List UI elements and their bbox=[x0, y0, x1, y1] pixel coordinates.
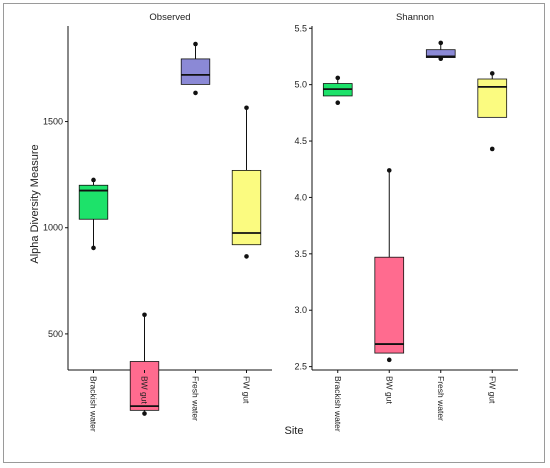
outlier-point bbox=[142, 411, 147, 416]
outlier-point bbox=[335, 75, 341, 81]
outlier-point bbox=[489, 71, 495, 76]
outlier-point bbox=[244, 105, 249, 111]
outlier-point bbox=[438, 56, 444, 62]
outlier-point bbox=[142, 312, 147, 318]
y-tick-label: 4.5 bbox=[294, 136, 307, 146]
y-tick-label: 5.0 bbox=[294, 80, 307, 90]
y-tick-label: 3.5 bbox=[294, 249, 307, 259]
outlier-point bbox=[193, 90, 198, 96]
y-tick-label: 500 bbox=[48, 329, 63, 339]
y-tick-label: 1000 bbox=[43, 223, 63, 233]
x-tick-label: Fresh water bbox=[191, 376, 201, 421]
outlier-point bbox=[386, 168, 392, 173]
panel-title: Shannon bbox=[396, 12, 434, 23]
outlier-point bbox=[244, 254, 249, 259]
box-iqr bbox=[374, 256, 405, 354]
figure-frame: Alpha Diversity Measure Site Observed 500… bbox=[3, 3, 545, 463]
x-tick-label: Fresh water bbox=[436, 376, 446, 421]
outlier-point bbox=[91, 177, 96, 183]
y-axis-label: Alpha Diversity Measure bbox=[29, 144, 41, 263]
x-tick-label: Brackish water bbox=[333, 376, 343, 432]
x-tick-label: FW gut bbox=[487, 376, 497, 404]
outlier-point bbox=[193, 41, 198, 47]
x-tick-label: BW gut bbox=[140, 376, 150, 405]
y-tick-label: 2.5 bbox=[294, 362, 307, 372]
outlier-point bbox=[489, 146, 495, 152]
outlier-point bbox=[335, 100, 341, 105]
y-tick-label: 1500 bbox=[43, 117, 63, 127]
boxplot-figure: Alpha Diversity Measure Site Observed 500… bbox=[29, 12, 518, 437]
x-axis-label: Site bbox=[285, 425, 304, 437]
outlier-point bbox=[438, 40, 444, 46]
outlier-point bbox=[91, 245, 96, 251]
box-iqr bbox=[180, 58, 211, 85]
box-iqr bbox=[477, 78, 508, 118]
y-tick-label: 5.5 bbox=[294, 23, 307, 33]
x-tick-label: FW gut bbox=[242, 376, 252, 404]
y-tick-label: 4.0 bbox=[294, 192, 307, 202]
outlier-point bbox=[386, 357, 392, 363]
x-tick-label: Brackish water bbox=[89, 376, 99, 432]
box-iqr bbox=[129, 361, 160, 411]
x-tick-label: BW gut bbox=[384, 376, 394, 405]
panel-title: Observed bbox=[149, 12, 190, 23]
y-tick-label: 3.0 bbox=[294, 305, 307, 315]
